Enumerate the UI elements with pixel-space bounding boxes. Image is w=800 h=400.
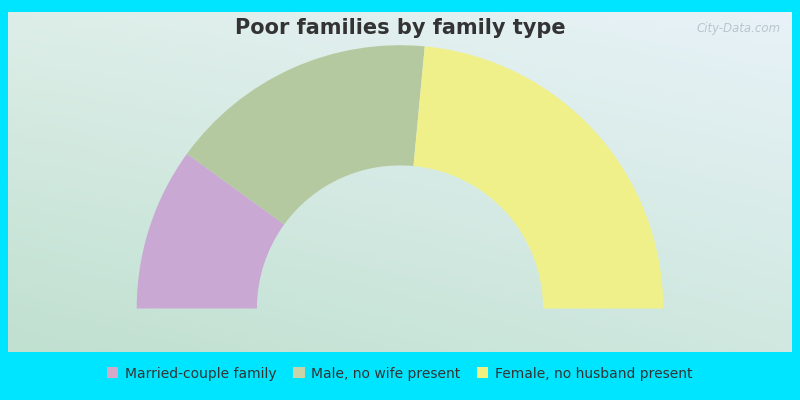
Text: Poor families by family type: Poor families by family type [234, 18, 566, 38]
Wedge shape [187, 45, 425, 224]
Wedge shape [414, 46, 663, 308]
Wedge shape [137, 154, 284, 308]
Text: City-Data.com: City-Data.com [696, 22, 780, 35]
Legend: Married-couple family, Male, no wife present, Female, no husband present: Married-couple family, Male, no wife pre… [102, 362, 698, 386]
